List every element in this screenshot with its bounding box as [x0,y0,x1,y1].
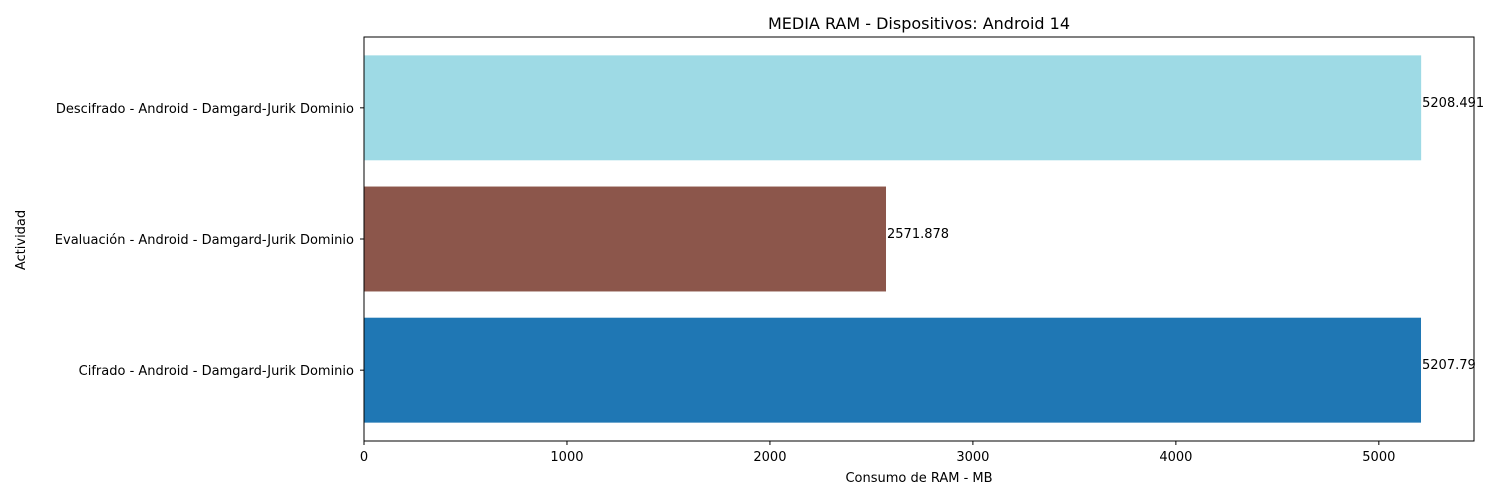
x-tick-label-5: 5000 [1362,450,1395,465]
value-labels-group: 5207.79 2571.878 5208.491 [887,96,1484,373]
y-tick-label-0: Cifrado - Android - Damgard-Jurik Domini… [79,364,354,379]
bars-group [364,55,1422,423]
x-axis-ticks: 0 1000 2000 3000 4000 5000 [360,441,1395,465]
chart-title: MEDIA RAM - Dispositivos: Android 14 [768,14,1070,33]
y-tick-label-1: Evaluación - Android - Damgard-Jurik Dom… [55,233,354,248]
value-label-2: 5208.491 [1422,96,1484,111]
y-axis-label: Actividad [14,210,29,270]
x-tick-label-3: 3000 [956,450,989,465]
bar-2 [364,55,1422,161]
x-tick-label-2: 2000 [753,450,786,465]
x-axis-label: Consumo de RAM - MB [845,471,992,486]
y-tick-label-2: Descifrado - Android - Damgard-Jurik Dom… [56,102,354,117]
x-tick-label-4: 4000 [1159,450,1192,465]
x-tick-label-1: 1000 [550,450,583,465]
bar-0 [364,317,1422,423]
bar-1 [364,186,887,292]
x-tick-label-0: 0 [360,450,368,465]
value-label-0: 5207.79 [1422,358,1476,373]
value-label-1: 2571.878 [887,227,949,242]
y-axis-ticks: Cifrado - Android - Damgard-Jurik Domini… [55,102,364,379]
